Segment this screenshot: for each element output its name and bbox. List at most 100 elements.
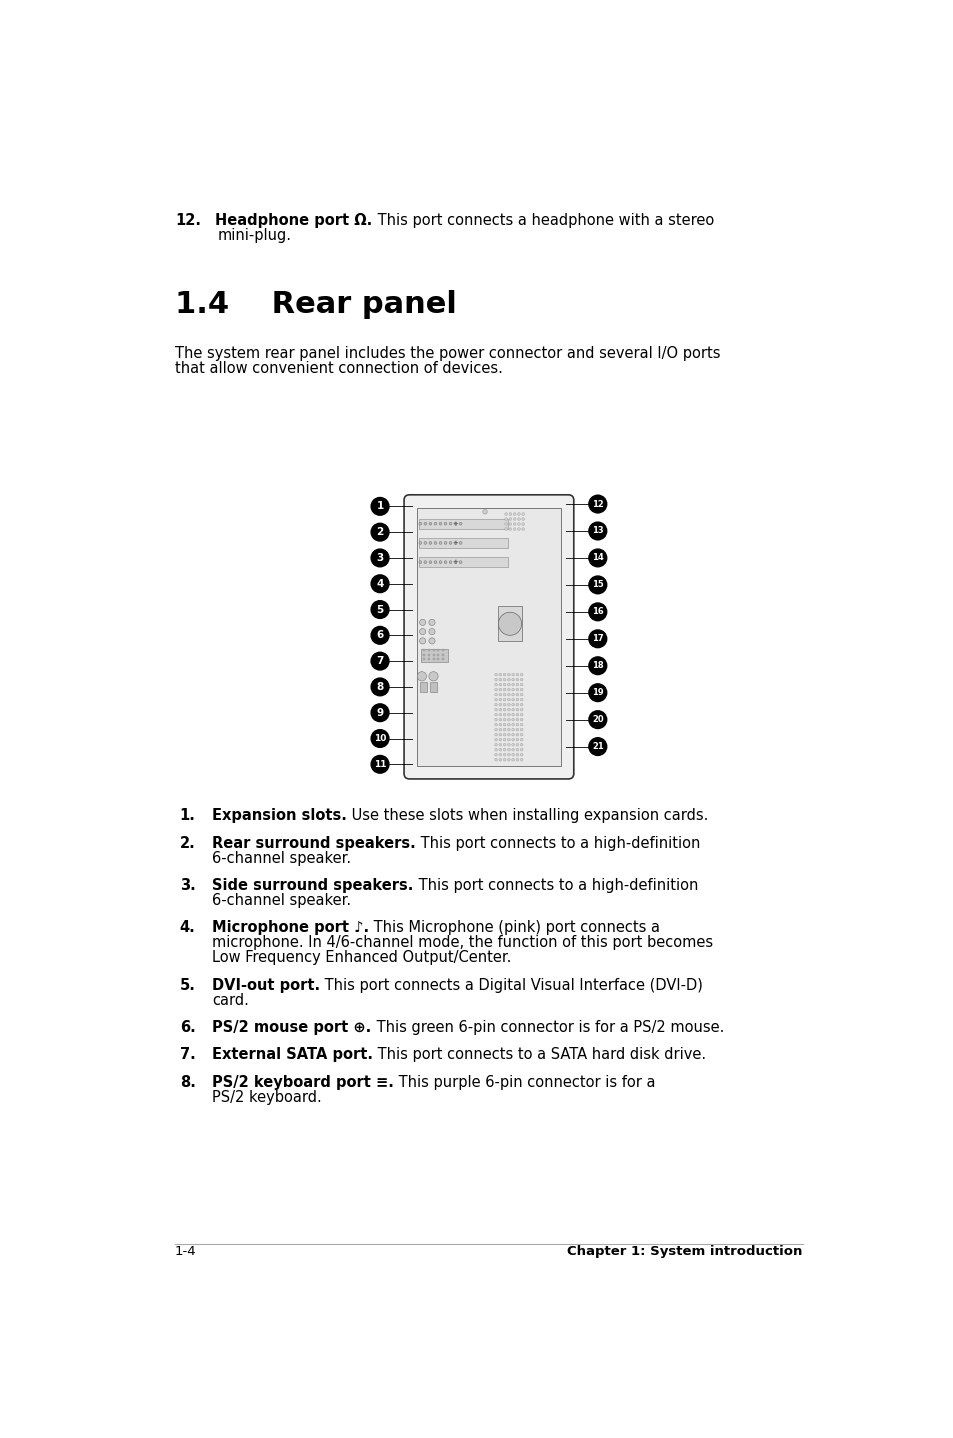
Circle shape xyxy=(419,628,425,634)
Circle shape xyxy=(516,733,518,736)
Circle shape xyxy=(418,522,421,525)
Circle shape xyxy=(517,518,519,521)
Circle shape xyxy=(517,513,519,515)
Circle shape xyxy=(507,713,510,716)
Circle shape xyxy=(521,522,524,525)
Bar xyxy=(428,659,430,660)
Circle shape xyxy=(507,728,510,731)
Bar xyxy=(420,650,448,661)
Circle shape xyxy=(507,748,510,751)
Circle shape xyxy=(502,703,505,706)
Circle shape xyxy=(498,743,501,746)
Circle shape xyxy=(516,758,518,761)
Circle shape xyxy=(504,528,507,531)
Circle shape xyxy=(513,522,516,525)
Text: This port connects to a SATA hard disk drive.: This port connects to a SATA hard disk d… xyxy=(373,1047,705,1063)
Circle shape xyxy=(498,728,501,731)
Circle shape xyxy=(371,601,389,618)
Circle shape xyxy=(495,748,497,751)
Circle shape xyxy=(509,518,511,521)
Bar xyxy=(430,683,436,692)
Circle shape xyxy=(502,738,505,741)
Circle shape xyxy=(449,561,452,564)
Circle shape xyxy=(498,709,501,710)
Circle shape xyxy=(519,679,522,682)
Circle shape xyxy=(516,718,518,720)
Text: 3.: 3. xyxy=(179,877,195,893)
Circle shape xyxy=(519,758,522,761)
Bar xyxy=(436,659,439,660)
Circle shape xyxy=(588,630,606,647)
Circle shape xyxy=(588,549,606,567)
Circle shape xyxy=(519,718,522,720)
Circle shape xyxy=(416,672,426,682)
Circle shape xyxy=(371,498,389,515)
Text: 6-channel speaker.: 6-channel speaker. xyxy=(212,893,351,907)
Text: Microphone port ♪.: Microphone port ♪. xyxy=(212,920,369,935)
Text: PS/2 mouse port ⊕.: PS/2 mouse port ⊕. xyxy=(212,1020,371,1035)
Circle shape xyxy=(371,549,389,567)
Circle shape xyxy=(519,699,522,700)
Circle shape xyxy=(507,683,510,686)
Circle shape xyxy=(511,758,514,761)
Text: Chapter 1: System introduction: Chapter 1: System introduction xyxy=(567,1245,802,1258)
Text: mini-plug.: mini-plug. xyxy=(217,229,292,243)
Circle shape xyxy=(509,522,511,525)
Bar xyxy=(418,519,507,529)
Bar xyxy=(418,538,507,548)
Circle shape xyxy=(502,713,505,716)
Circle shape xyxy=(511,748,514,751)
Circle shape xyxy=(429,522,432,525)
Circle shape xyxy=(429,542,432,545)
Circle shape xyxy=(498,689,501,692)
Circle shape xyxy=(511,754,514,756)
Circle shape xyxy=(507,689,510,692)
Circle shape xyxy=(495,758,497,761)
Text: +: + xyxy=(452,559,458,565)
Circle shape xyxy=(371,523,389,541)
Circle shape xyxy=(511,679,514,682)
Circle shape xyxy=(513,513,516,515)
Circle shape xyxy=(454,542,456,545)
Text: that allow convenient connection of devices.: that allow convenient connection of devi… xyxy=(174,361,502,375)
Circle shape xyxy=(429,620,435,626)
Circle shape xyxy=(507,738,510,741)
Text: PS/2 keyboard port ≡.: PS/2 keyboard port ≡. xyxy=(212,1074,394,1090)
Circle shape xyxy=(438,522,441,525)
Text: 5.: 5. xyxy=(179,978,195,992)
Circle shape xyxy=(495,738,497,741)
Text: Rear surround speakers.: Rear surround speakers. xyxy=(212,835,416,850)
Circle shape xyxy=(507,709,510,710)
Circle shape xyxy=(509,513,511,515)
Circle shape xyxy=(429,561,432,564)
Circle shape xyxy=(495,733,497,736)
Circle shape xyxy=(516,683,518,686)
Circle shape xyxy=(519,683,522,686)
Circle shape xyxy=(419,638,425,644)
Circle shape xyxy=(588,657,606,674)
Circle shape xyxy=(458,542,461,545)
Circle shape xyxy=(588,577,606,594)
Circle shape xyxy=(519,673,522,676)
Circle shape xyxy=(495,679,497,682)
Circle shape xyxy=(519,743,522,746)
Text: This port connects a Digital Visual Interface (DVI-D): This port connects a Digital Visual Inte… xyxy=(320,978,702,992)
Circle shape xyxy=(511,743,514,746)
Circle shape xyxy=(495,723,497,726)
Text: 1.4    Rear panel: 1.4 Rear panel xyxy=(174,290,456,319)
Circle shape xyxy=(438,542,441,545)
Circle shape xyxy=(511,733,514,736)
Circle shape xyxy=(371,627,389,644)
Circle shape xyxy=(511,718,514,720)
Circle shape xyxy=(444,561,446,564)
Circle shape xyxy=(502,758,505,761)
Circle shape xyxy=(511,709,514,710)
Circle shape xyxy=(507,723,510,726)
Circle shape xyxy=(517,528,519,531)
Circle shape xyxy=(516,689,518,692)
Text: 5: 5 xyxy=(376,604,383,614)
Text: This port connects to a high-definition: This port connects to a high-definition xyxy=(416,835,700,850)
Circle shape xyxy=(458,522,461,525)
Text: 1.: 1. xyxy=(179,808,195,823)
Circle shape xyxy=(516,709,518,710)
